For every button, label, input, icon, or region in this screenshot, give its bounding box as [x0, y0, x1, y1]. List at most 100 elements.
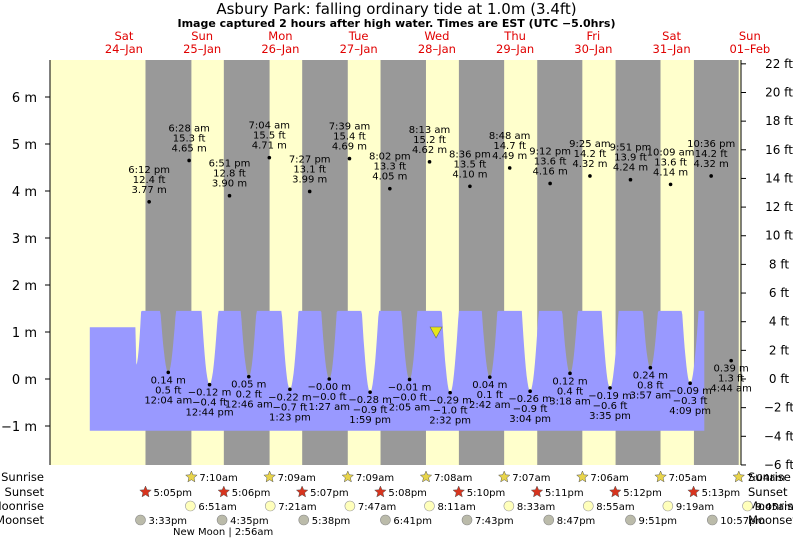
high-tide-feet: 12.4 ft	[133, 175, 166, 186]
low-tide-point	[448, 390, 452, 395]
high-tide-time: 9:51 pm	[610, 143, 652, 154]
sunrise-time: 7:08am	[434, 473, 472, 484]
moonrise-time: 8:33am	[517, 502, 555, 513]
low-tide-time: 2:05 am	[389, 402, 431, 413]
moonrise-icon	[742, 500, 753, 512]
low-tide-meters: 0.04 m	[472, 380, 507, 391]
high-tide-meters: 4.62 m	[412, 145, 447, 156]
low-tide-feet: −0.7 ft	[273, 402, 308, 413]
moonrise-time: 8:11am	[437, 502, 475, 513]
low-tide-feet: 0.4 ft	[557, 386, 583, 397]
low-tide-point	[166, 370, 171, 375]
high-tide-feet: 13.5 ft	[454, 159, 487, 170]
moonset-time: 7:43pm	[475, 516, 514, 527]
moonset-icon	[543, 514, 555, 526]
moonset-icon	[461, 514, 473, 526]
high-tide-feet: 15.2 ft	[413, 135, 446, 146]
day-date: 31–Jan	[652, 42, 691, 56]
day-date: 24–Jan	[104, 42, 143, 56]
day-date: 29–Jan	[496, 42, 535, 56]
day-label: Sat 31–Jan	[642, 30, 702, 56]
sunset-time: 5:11pm	[545, 488, 584, 499]
low-tide-point	[488, 375, 492, 379]
sunset-icon	[687, 485, 700, 498]
low-tide-point	[407, 377, 412, 382]
high-tide-point	[548, 181, 552, 186]
high-tide-feet: 13.6 ft	[534, 156, 567, 167]
row-label-left: Moonset	[0, 513, 44, 527]
right-axis-label: −2 ft	[764, 401, 793, 415]
moonset-time: 3:33pm	[148, 516, 187, 527]
high-tide-time: 8:02 pm	[369, 152, 411, 163]
right-axis-label: 22 ft	[765, 57, 793, 71]
high-tide-point	[468, 184, 472, 189]
right-axis-label: 20 ft	[765, 85, 793, 99]
high-tide-point	[427, 160, 432, 164]
high-tide-feet: 12.8 ft	[213, 169, 246, 180]
sunrise-icon	[576, 470, 589, 483]
moonrise-icon	[583, 500, 594, 512]
sunset-time: 5:07pm	[310, 488, 349, 499]
low-tide-point	[368, 390, 372, 394]
low-tide-meters: −0.29 m	[428, 396, 472, 407]
high-tide-time: 8:36 pm	[449, 149, 491, 160]
high-tide-meters: 4.71 m	[252, 141, 287, 152]
high-tide-feet: 15.4 ft	[333, 132, 366, 143]
high-tide-meters: 4.10 m	[452, 169, 487, 180]
right-axis-label: 0 ft	[769, 372, 789, 386]
high-tide-point	[227, 193, 232, 198]
sunset-icon	[374, 485, 387, 498]
day-of-week: Sun	[191, 29, 214, 43]
low-tide-feet: 0.8 ft	[637, 381, 663, 392]
high-tide-meters: 4.24 m	[613, 163, 648, 174]
sunset-icon	[608, 485, 622, 498]
row-label-right: Moonrise	[748, 499, 793, 513]
sunset-time: 5:12pm	[623, 488, 662, 499]
sunrise-icon	[497, 470, 511, 483]
high-tide-time: 9:25 am	[569, 139, 611, 150]
low-tide-point	[327, 377, 332, 381]
low-tide-point	[528, 389, 532, 394]
day-of-week: Fri	[586, 29, 601, 43]
moonrise-icon	[424, 500, 435, 512]
row-label-right: Sunrise	[748, 470, 791, 484]
sunrise-time: 7:09am	[278, 473, 316, 484]
low-tide-feet: −0.9 ft	[353, 405, 388, 416]
row-label-left: Sunrise	[1, 470, 44, 484]
low-tide-time: 2:32 pm	[429, 416, 471, 427]
low-tide-point	[207, 382, 212, 387]
chart-subtitle: Image captured 2 hours after high water.…	[177, 17, 616, 30]
sunset-icon	[139, 485, 152, 498]
moonset-icon	[135, 514, 146, 526]
right-axis-label: 6 ft	[769, 286, 789, 300]
low-tide-time: 1:23 pm	[269, 412, 311, 423]
moonset-icon	[216, 514, 228, 526]
high-tide-point	[267, 155, 272, 160]
low-tide-meters: −0.26 m	[508, 394, 552, 405]
low-tide-meters: −0.19 m	[588, 391, 632, 402]
low-tide-point	[729, 358, 733, 363]
low-tide-feet: −0.6 ft	[593, 401, 628, 412]
sunset-time: 5:10pm	[467, 488, 506, 499]
high-tide-time: 10:36 pm	[687, 139, 735, 150]
moonrise-icon	[503, 500, 515, 512]
high-tide-point	[668, 182, 673, 187]
high-tide-point	[628, 177, 633, 182]
high-tide-time: 7:04 am	[249, 121, 291, 132]
low-tide-feet: −0.0 ft	[312, 392, 347, 403]
low-tide-meters: 0.14 m	[151, 375, 186, 386]
low-tide-time: 3:18 am	[549, 396, 591, 407]
low-tide-time: 4:44 am	[710, 384, 752, 395]
sunrise-icon	[341, 470, 355, 483]
high-tide-point	[388, 186, 392, 191]
sunrise-icon	[185, 470, 198, 483]
right-axis-label: −4 ft	[764, 429, 793, 443]
high-tide-time: 8:13 am	[409, 125, 451, 136]
sunrise-icon	[263, 470, 276, 483]
low-tide-meters: 0.05 m	[231, 380, 266, 391]
high-tide-meters: 4.05 m	[372, 172, 407, 183]
moonrise-time: 7:21am	[278, 502, 316, 513]
day-label: Tue 27–Jan	[329, 30, 389, 56]
right-axis-label: 16 ft	[765, 143, 793, 157]
high-tide-point	[588, 174, 592, 178]
